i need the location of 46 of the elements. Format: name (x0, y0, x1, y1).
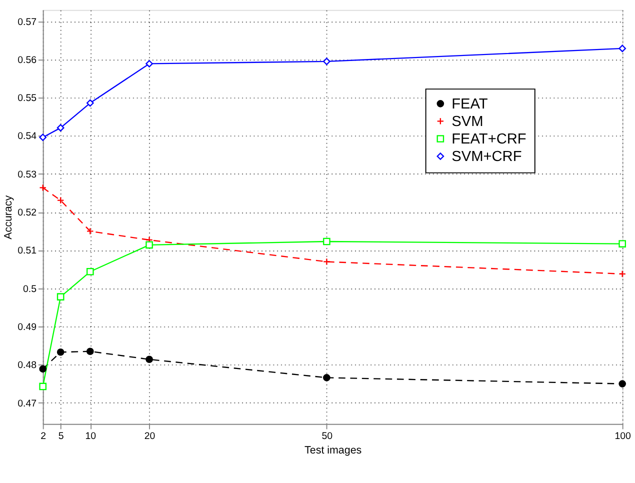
point (56, 196, 64, 204)
point (39, 134, 47, 142)
point (618, 240, 626, 248)
y-tick-label: 0.54 (18, 131, 38, 142)
point (618, 270, 626, 278)
point (146, 241, 153, 249)
x-tick-label: 50 (322, 430, 334, 442)
x-tick-label: 2 (40, 430, 46, 442)
y-tick-label: 0.5 (23, 284, 37, 295)
y-tick-label: 0.55 (18, 93, 37, 104)
y-tick-label: 0.48 (18, 360, 37, 372)
point (146, 60, 153, 68)
x-tick-label: 10 (85, 430, 97, 442)
point (323, 258, 330, 266)
x-tick-label: 5 (58, 430, 64, 442)
point (56, 124, 64, 132)
point (323, 58, 330, 66)
point (39, 365, 47, 373)
y-tick-label: 0.49 (18, 322, 37, 333)
point (323, 374, 330, 382)
legend-label: FEAT+CRF (452, 132, 526, 148)
point (86, 228, 94, 235)
point (56, 293, 64, 300)
y-tick-label: 0.51 (18, 246, 37, 257)
y-tick-label: 0.47 (18, 398, 37, 410)
point (56, 348, 64, 356)
legend-label: SVM (452, 114, 484, 130)
y-axis-title: Accuracy (2, 194, 15, 240)
y-tick-label: 0.56 (18, 54, 37, 66)
legend-label: FEAT (452, 96, 488, 113)
point (39, 184, 47, 192)
point (146, 356, 153, 364)
legend-label: SVM+CRF (452, 149, 522, 166)
point (618, 44, 626, 52)
y-tick-label: 0.52 (18, 208, 37, 219)
x-tick-label: 20 (144, 430, 156, 442)
point (39, 382, 47, 390)
point (86, 268, 94, 276)
point (323, 238, 330, 246)
x-axis-title: Test images (304, 444, 362, 457)
point (86, 99, 94, 107)
point (86, 348, 94, 356)
x-tick-label: 100 (614, 430, 632, 442)
y-tick-label: 0.57 (18, 16, 37, 28)
y-tick-label: 0.53 (18, 169, 37, 180)
point (618, 380, 626, 388)
